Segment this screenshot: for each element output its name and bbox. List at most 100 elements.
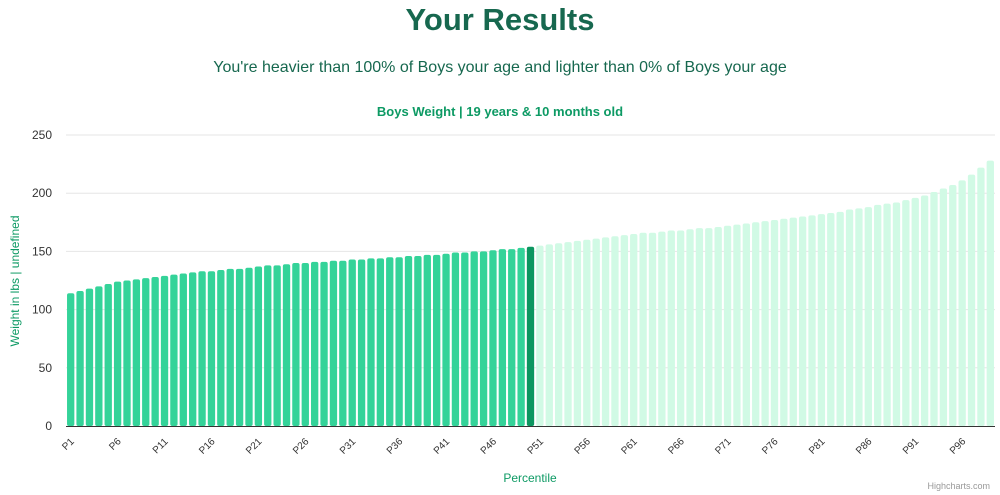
bar[interactable] [639, 232, 647, 426]
bar[interactable] [348, 259, 356, 426]
bar[interactable] [217, 270, 225, 426]
bar[interactable] [76, 290, 84, 426]
bar[interactable] [545, 244, 553, 426]
bar[interactable] [855, 208, 863, 426]
bar[interactable] [85, 288, 94, 426]
bar[interactable] [329, 260, 338, 426]
bar[interactable] [311, 261, 319, 426]
bar[interactable] [986, 160, 994, 427]
bar[interactable] [151, 277, 159, 426]
bar[interactable] [836, 211, 844, 426]
bar[interactable] [742, 223, 750, 426]
bar[interactable] [592, 238, 600, 426]
bar[interactable] [676, 230, 685, 426]
bar[interactable] [123, 280, 131, 427]
bar[interactable] [648, 232, 657, 426]
bar[interactable] [395, 257, 403, 426]
bar[interactable] [583, 239, 591, 426]
bar[interactable] [554, 243, 563, 426]
bar[interactable] [386, 257, 394, 426]
bar[interactable] [95, 286, 103, 426]
bar[interactable] [489, 250, 497, 426]
bar[interactable] [357, 259, 366, 426]
bar[interactable] [273, 265, 281, 426]
bar[interactable] [245, 267, 253, 426]
bar[interactable] [714, 226, 722, 426]
bar[interactable] [508, 249, 516, 426]
bar[interactable] [695, 228, 704, 426]
bar[interactable] [498, 249, 507, 426]
bar[interactable] [845, 209, 854, 427]
bar[interactable] [470, 251, 478, 426]
bar[interactable] [958, 180, 966, 426]
bar[interactable] [320, 261, 328, 426]
bar[interactable] [423, 254, 431, 426]
bar[interactable] [414, 256, 422, 426]
bar[interactable] [939, 188, 948, 426]
bar[interactable] [442, 253, 450, 426]
bar-highlight[interactable] [526, 246, 535, 426]
bar[interactable] [611, 236, 619, 426]
bar[interactable] [620, 235, 628, 426]
bar[interactable] [798, 216, 807, 426]
bar[interactable] [198, 271, 206, 426]
bar[interactable] [864, 207, 872, 426]
bar[interactable] [132, 279, 141, 426]
bar[interactable] [920, 195, 929, 426]
bar[interactable] [883, 203, 891, 426]
bar[interactable] [930, 192, 938, 426]
bar[interactable] [808, 215, 816, 426]
bar[interactable] [630, 233, 638, 426]
bar[interactable] [235, 268, 244, 426]
bar[interactable] [967, 174, 976, 426]
bar[interactable] [902, 200, 910, 426]
bar[interactable] [339, 260, 347, 426]
bar[interactable] [874, 204, 882, 426]
bar[interactable] [189, 272, 197, 426]
bar[interactable] [170, 274, 178, 426]
bar[interactable] [226, 268, 234, 426]
bar[interactable] [733, 224, 741, 426]
bar[interactable] [254, 266, 263, 426]
bar[interactable] [517, 247, 525, 426]
bar[interactable] [601, 237, 610, 426]
bar[interactable] [892, 202, 901, 426]
bar[interactable] [282, 264, 291, 426]
bar[interactable] [264, 265, 272, 426]
credits-link[interactable]: Highcharts.com [927, 481, 990, 491]
bar[interactable] [536, 245, 544, 426]
bar[interactable] [977, 167, 985, 426]
bar[interactable] [367, 258, 375, 426]
bar[interactable] [573, 240, 582, 426]
bar[interactable] [479, 251, 488, 426]
bar[interactable] [827, 212, 835, 426]
bar[interactable] [686, 229, 694, 426]
bar[interactable] [292, 263, 300, 426]
bar[interactable] [705, 228, 713, 426]
bar[interactable] [949, 185, 957, 426]
bar[interactable] [911, 197, 919, 426]
bar[interactable] [142, 278, 150, 426]
bar[interactable] [770, 219, 779, 426]
bar[interactable] [207, 271, 216, 426]
bar[interactable] [761, 221, 769, 426]
bar[interactable] [461, 252, 469, 426]
bar[interactable] [780, 218, 788, 426]
bar[interactable] [451, 252, 460, 426]
bar[interactable] [723, 225, 732, 426]
bar[interactable] [817, 214, 826, 426]
bar[interactable] [67, 293, 75, 426]
bar[interactable] [113, 281, 122, 426]
bar[interactable] [789, 217, 797, 426]
bar[interactable] [752, 222, 760, 426]
bar[interactable] [160, 275, 169, 426]
bar[interactable] [658, 231, 666, 426]
bar[interactable] [404, 256, 413, 426]
bar[interactable] [433, 254, 441, 426]
bar[interactable] [104, 283, 112, 426]
bar[interactable] [667, 230, 675, 426]
bar[interactable] [376, 258, 385, 426]
bar[interactable] [301, 263, 309, 426]
bar[interactable] [179, 273, 187, 426]
bar[interactable] [564, 242, 572, 426]
